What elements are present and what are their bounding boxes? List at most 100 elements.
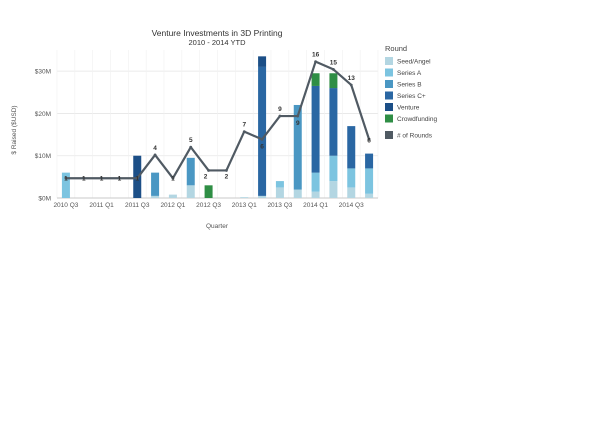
rounds-point: [225, 169, 228, 172]
rounds-label: 1: [100, 176, 104, 183]
legend-label: Series B: [397, 82, 422, 89]
legend[interactable]: Round Seed/Angel Series A Series B Series C+…: [385, 44, 437, 140]
bar-segment: [61, 172, 70, 198]
rounds-point: [242, 130, 246, 134]
bar-segment: [258, 56, 267, 67]
bar-segment: [347, 187, 356, 198]
legend-swatch: [385, 68, 393, 77]
bar-segment: [347, 168, 356, 188]
bar-segment: [329, 155, 338, 182]
bar-segment: [329, 181, 338, 198]
bar-segment: [311, 85, 320, 173]
bar-segment: [151, 195, 160, 198]
x-tick-label: 2012 Q1: [160, 202, 185, 209]
chart-title: Venture Investments in 3D Printing: [152, 28, 283, 38]
x-tick-label: 2014 Q3: [339, 202, 364, 209]
bar-segment: [311, 73, 320, 86]
rounds-point: [296, 114, 300, 118]
bar-segment: [258, 66, 267, 196]
rounds-label: 5: [189, 137, 193, 144]
x-tick-label: 2013 Q3: [267, 202, 292, 209]
rounds-label: 1: [118, 176, 122, 183]
bar-segment: [275, 181, 284, 188]
grid: [56, 50, 379, 199]
bar-segment: [293, 104, 302, 190]
bar-segment: [347, 126, 356, 169]
rounds-label: 9: [296, 120, 300, 127]
rounds-point: [367, 137, 371, 141]
rounds-label: 1: [135, 176, 139, 183]
rounds-line: [65, 60, 371, 180]
bar-segment: [151, 172, 160, 196]
rounds-label: 9: [278, 106, 282, 113]
bar-segment: [329, 88, 338, 156]
rounds-label: 4: [153, 145, 157, 152]
bar-segment: [365, 153, 374, 169]
legend-swatch: [385, 114, 393, 123]
rounds-point: [189, 145, 193, 149]
legend-swatch: [385, 80, 393, 88]
legend-label: Series C+: [397, 93, 426, 100]
rounds-label: 6: [260, 143, 264, 150]
legend-item[interactable]: Series B: [385, 80, 422, 89]
legend-item[interactable]: Seed/Angel: [385, 57, 431, 66]
rounds-label: 13: [348, 75, 356, 82]
bar-segment: [240, 197, 249, 198]
legend-title: Round: [385, 44, 407, 53]
bar-segment: [311, 172, 320, 192]
y-tick-label: $30M: [35, 69, 51, 76]
bar-segment: [365, 193, 374, 198]
legend-swatch: [385, 103, 393, 111]
x-tick-label: 2010 Q3: [53, 202, 78, 209]
rounds-point: [332, 68, 335, 71]
bar-segment: [258, 195, 267, 198]
bar-segment: [329, 73, 338, 89]
rounds-point: [260, 137, 264, 141]
legend-label: Series A: [397, 70, 422, 77]
rounds-label: 15: [330, 59, 338, 66]
rounds-point: [100, 176, 103, 180]
rounds-label: 1: [82, 176, 86, 183]
legend-label: Crowdfunding: [397, 116, 437, 123]
rounds-point: [207, 169, 210, 172]
x-tick-label: 2011 Q3: [125, 202, 150, 209]
rounds-label: 6: [367, 137, 371, 144]
x-tick-label: 2012 Q3: [196, 202, 221, 209]
rounds-label: 1: [64, 176, 68, 183]
x-tick-label: 2014 Q1: [303, 202, 328, 209]
rounds-label: 2: [204, 173, 208, 180]
x-axis: 2010 Q3 2011 Q1 2011 Q3 2012 Q1 2012 Q3 2013 …: [53, 202, 364, 209]
legend-item[interactable]: Venture: [385, 103, 420, 112]
legend-label: Venture: [397, 105, 420, 112]
rounds-point: [314, 60, 317, 64]
y-tick-label: $20M: [35, 111, 51, 118]
y-tick-label: $0M: [38, 196, 51, 203]
rounds-label: 1: [171, 176, 175, 183]
y-axis: $0M $10M $20M $30M: [35, 69, 51, 203]
legend-label: Seed/Angel: [397, 59, 431, 66]
legend-item[interactable]: Crowdfunding: [385, 114, 437, 124]
bar-segment: [293, 189, 302, 198]
bar-segment: [311, 191, 320, 198]
rounds-label: 16: [312, 52, 320, 59]
legend-item[interactable]: Series C+: [385, 91, 426, 101]
rounds-point: [64, 176, 68, 180]
bar-segment: [204, 185, 213, 198]
rounds-label: 7: [242, 122, 246, 129]
rounds-point: [135, 176, 139, 180]
rounds-point: [118, 176, 121, 180]
rounds-point: [82, 176, 86, 180]
x-tick-label: 2011 Q1: [89, 202, 114, 209]
rounds-point: [278, 114, 282, 118]
y-axis-label: $ Raised ($USD): [11, 105, 18, 154]
legend-item-rounds[interactable]: # of Rounds: [385, 131, 433, 140]
legend-swatch: [385, 57, 393, 65]
rounds-point: [349, 83, 353, 87]
legend-item[interactable]: Series A: [385, 68, 422, 78]
legend-label: # of Rounds: [397, 133, 433, 140]
bar-segment: [168, 194, 177, 198]
chart-subtitle: 2010 - 2014 YTD: [189, 38, 247, 47]
x-tick-label: 2013 Q1: [232, 202, 257, 209]
